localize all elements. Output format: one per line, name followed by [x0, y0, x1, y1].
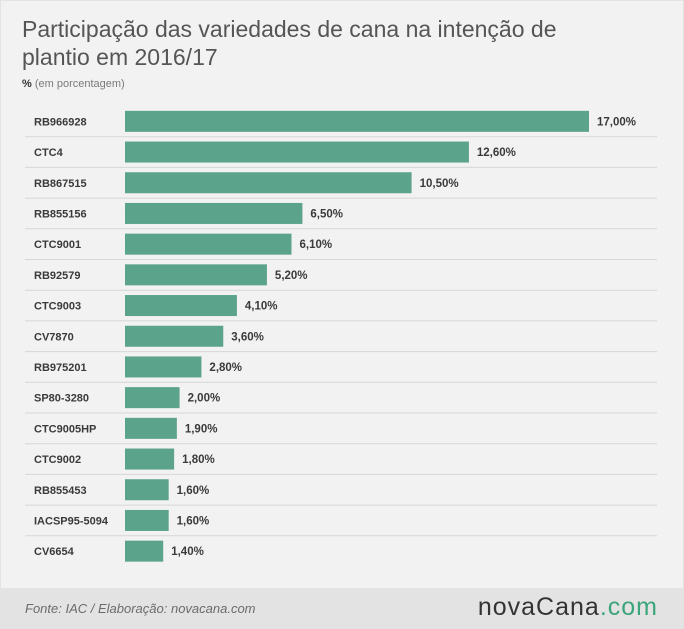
value-label: 6,50%: [310, 208, 343, 220]
footer: Fonte: IAC / Elaboração: novacana.com no…: [0, 588, 684, 629]
brand-name: novaCana: [477, 593, 600, 621]
category-label: CTC9003: [34, 301, 81, 313]
value-label: 10,50%: [420, 178, 459, 190]
category-label: RB855453: [34, 485, 87, 497]
value-label: 1,60%: [177, 515, 210, 527]
category-label: RB855156: [34, 208, 87, 220]
bar: [125, 141, 469, 163]
brand-suffix: .com: [599, 593, 658, 621]
category-label: SP80-3280: [34, 393, 89, 405]
bar: [125, 356, 202, 378]
bar: [125, 325, 224, 347]
category-label: CV7870: [34, 331, 74, 343]
value-label: 1,90%: [185, 423, 218, 435]
value-label: 2,80%: [209, 362, 242, 374]
bar: [125, 172, 412, 194]
value-label: 5,20%: [275, 270, 308, 282]
bar: [125, 509, 169, 531]
category-label: CTC9005HP: [34, 423, 96, 435]
category-label: CTC9002: [34, 454, 81, 466]
category-label: CTC9001: [34, 239, 81, 251]
chart-title: Participação das variedades de cana na i…: [22, 16, 557, 70]
brand-logo: novaCana.com: [478, 593, 658, 622]
bar: [125, 387, 180, 409]
value-label: 12,60%: [477, 147, 516, 159]
category-label: CV6654: [34, 546, 75, 558]
bar: [125, 295, 237, 317]
unit-note: % (em porcentagem): [22, 78, 125, 90]
bar: [125, 417, 177, 439]
category-label: RB92579: [34, 270, 80, 282]
category-label: CTC4: [34, 147, 64, 159]
value-label: 1,40%: [171, 546, 204, 558]
bar: [125, 479, 169, 501]
bar: [125, 448, 175, 470]
unit-text: (em porcentagem): [34, 78, 125, 90]
bar: [125, 202, 303, 224]
value-label: 6,10%: [299, 239, 332, 251]
bar: [125, 264, 267, 286]
unit-symbol: %: [22, 78, 32, 90]
bar-chart: RB966928 17,00% CTC4 12,60% RB867515 10,50% RB…: [25, 110, 657, 562]
source-note: Fonte: IAC / Elaboração: novacana.com: [25, 601, 256, 616]
value-label: 1,60%: [177, 485, 210, 497]
value-label: 17,00%: [597, 116, 636, 128]
bar: [125, 110, 589, 132]
value-label: 2,00%: [188, 393, 221, 405]
category-label: RB867515: [34, 178, 87, 190]
bar: [125, 540, 164, 562]
value-label: 1,80%: [182, 454, 215, 466]
value-label: 4,10%: [245, 301, 278, 313]
bar: [125, 233, 292, 255]
category-label: IACSP95-5094: [34, 515, 109, 527]
category-label: RB975201: [34, 362, 87, 374]
category-label: RB966928: [34, 116, 87, 128]
value-label: 3,60%: [231, 331, 264, 343]
